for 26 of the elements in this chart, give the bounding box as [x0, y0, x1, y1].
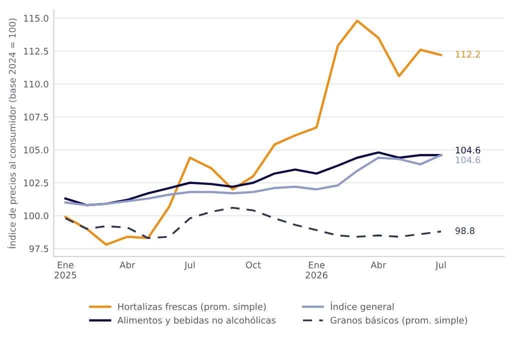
- annotation: 104.6: [456, 156, 480, 164]
- y-tick-label: 115.0: [24, 14, 48, 22]
- y-tick-label: 102.5: [24, 179, 48, 186]
- x-tick-label: Abr: [370, 261, 386, 268]
- annotation: 112.2: [456, 50, 480, 58]
- y-tick-label: 97.5: [29, 245, 48, 252]
- y-tick-label: 110.0: [24, 80, 48, 88]
- y-tick-label: 107.5: [24, 114, 48, 120]
- x-tick-label: Jul: [435, 261, 446, 270]
- annotation: 98.8: [455, 227, 474, 234]
- x-tick-label: Ene 2025: [54, 262, 76, 278]
- y-tick-label: 100.0: [24, 212, 48, 220]
- x-tick-label: Jul: [184, 261, 195, 270]
- line-series: [64, 206, 442, 239]
- y-axis-title: Índice de precios al consumidor (base 2024 = 100): [7, 18, 18, 248]
- y-tick-label: 105.0: [24, 146, 48, 154]
- x-tick-label: Oct: [246, 262, 261, 268]
- legend-label: Hortalizas frescas (prom. simple): [118, 303, 266, 312]
- x-tick-label: Ene 2026: [306, 262, 328, 278]
- legend-label: Índice general: [330, 302, 394, 312]
- line-series: [64, 20, 442, 246]
- annotation: 104.6: [456, 146, 480, 154]
- y-tick-label: 112.5: [24, 48, 48, 55]
- x-tick-label: Abr: [120, 261, 136, 268]
- legend-label: Granos básicos (prom. simple): [330, 316, 468, 326]
- legend-label: Alimentos y bebidas no alcohólicas: [117, 316, 276, 326]
